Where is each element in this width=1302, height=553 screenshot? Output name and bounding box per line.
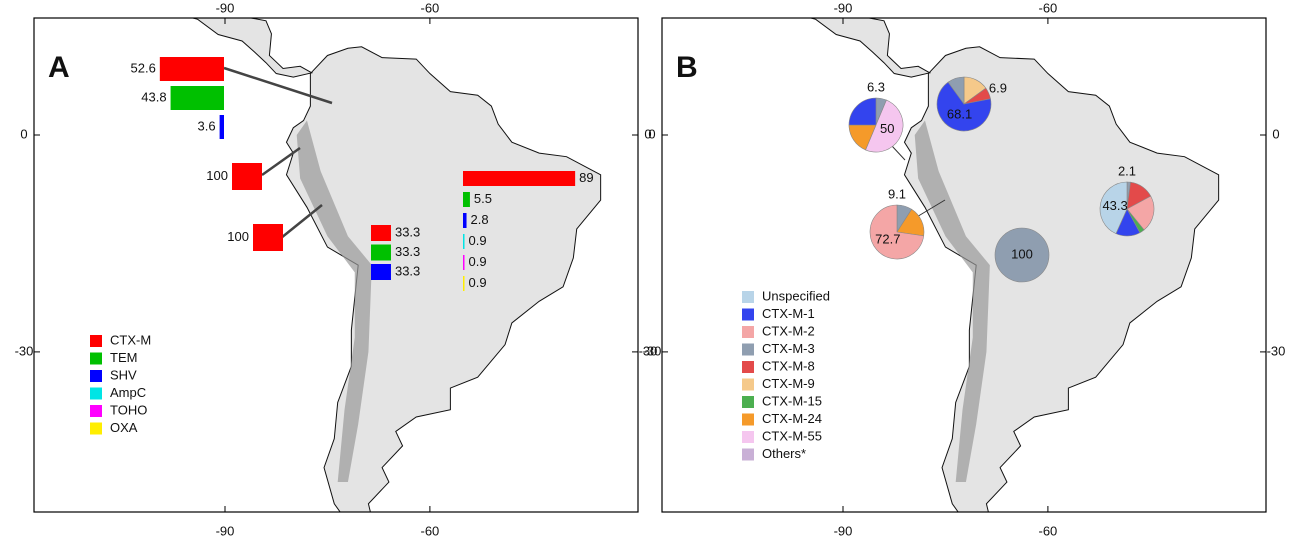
bar (463, 192, 470, 207)
legend-swatch (90, 335, 102, 347)
legend-swatch (90, 353, 102, 365)
map (34, 16, 638, 533)
legend-label: TEM (110, 350, 137, 365)
bar (371, 245, 391, 261)
bar (463, 234, 465, 249)
legend-label: CTX-M-2 (762, 323, 815, 338)
legend-swatch (742, 449, 754, 461)
bar (253, 224, 283, 251)
bar (171, 86, 224, 110)
tick-label: -90 (216, 0, 235, 15)
tick-label: 0 (1272, 126, 1279, 141)
bar (463, 213, 467, 228)
legend-label: CTX-M-8 (762, 358, 815, 373)
pie-label: 43.3 (1102, 198, 1127, 213)
tick-label: -60 (1039, 0, 1058, 15)
panel-letter: B (676, 51, 698, 84)
legend-swatch (742, 414, 754, 426)
legend-swatch (90, 388, 102, 400)
legend-swatch (90, 405, 102, 417)
tick-label: -30 (643, 343, 662, 358)
bar (463, 255, 465, 270)
legend-swatch (90, 370, 102, 382)
tick-label: -90 (216, 523, 235, 538)
pie-label: 2.1 (1118, 163, 1136, 178)
bar-label: 0.9 (469, 275, 487, 290)
bar-label: 52.6 (131, 60, 156, 75)
bar (220, 115, 224, 139)
bar-label: 33.3 (395, 244, 420, 259)
bar-label: 5.5 (474, 191, 492, 206)
bar-label: 33.3 (395, 224, 420, 239)
bar-label: 43.8 (141, 89, 166, 104)
pie-label: 50 (880, 121, 894, 136)
legend-label: CTX-M-24 (762, 411, 822, 426)
tick-label: -90 (834, 523, 853, 538)
tick-label: -30 (15, 343, 34, 358)
legend-label: OXA (110, 420, 138, 435)
bar-label: 89 (579, 170, 593, 185)
tick-label: -60 (421, 0, 440, 15)
bar (160, 57, 224, 81)
bar-label: 100 (206, 168, 228, 183)
legend-swatch (90, 423, 102, 435)
tick-label: 0 (648, 126, 655, 141)
legend-swatch (742, 309, 754, 321)
bar-label: 3.6 (198, 118, 216, 133)
legend-swatch (742, 396, 754, 408)
tick-label: -30 (1267, 343, 1286, 358)
figure: -90 -60 -90 -60 0 -30 0 -30 A CTX-M TEM SHV AmpC TOHO… (0, 0, 1302, 548)
bar-label: 100 (227, 229, 249, 244)
legend-label: SHV (110, 367, 137, 382)
bar (232, 163, 262, 190)
legend-swatch (742, 379, 754, 391)
legend-label: CTX-M-15 (762, 393, 822, 408)
legend-label: Others* (762, 446, 806, 461)
pie-label: 6.3 (867, 79, 885, 94)
bar-label: 2.8 (471, 212, 489, 227)
legend-label: CTX-M-3 (762, 341, 815, 356)
bar-label: 0.9 (469, 233, 487, 248)
legend-label: CTX-M-1 (762, 306, 815, 321)
tick-label: -90 (834, 0, 853, 15)
legend-swatch (742, 291, 754, 303)
pie-label: 6.9 (989, 81, 1007, 96)
legend-label: CTX-M-55 (762, 428, 822, 443)
pie-label: 100 (1011, 246, 1033, 261)
bar-label: 0.9 (469, 254, 487, 269)
legend-label: TOHO (110, 402, 147, 417)
pie-label: 9.1 (888, 186, 906, 201)
tick-label: -60 (1039, 523, 1058, 538)
legend-swatch (742, 344, 754, 356)
legend-swatch (742, 431, 754, 443)
pie-label: 68.1 (947, 107, 972, 122)
bar (371, 225, 391, 241)
bar-label: 33.3 (395, 263, 420, 278)
panel-letter: A (48, 51, 70, 84)
legend-swatch (742, 326, 754, 338)
tick-label: 0 (20, 126, 27, 141)
bar (371, 264, 391, 280)
legend-swatch (742, 361, 754, 373)
legend-label: Unspecified (762, 288, 830, 303)
legend-label: CTX-M (110, 332, 151, 347)
bar (463, 171, 575, 186)
bar (463, 276, 465, 291)
legend-label: CTX-M-9 (762, 376, 815, 391)
legend-label: AmpC (110, 385, 146, 400)
pie-label: 72.7 (875, 231, 900, 246)
tick-label: -60 (421, 523, 440, 538)
